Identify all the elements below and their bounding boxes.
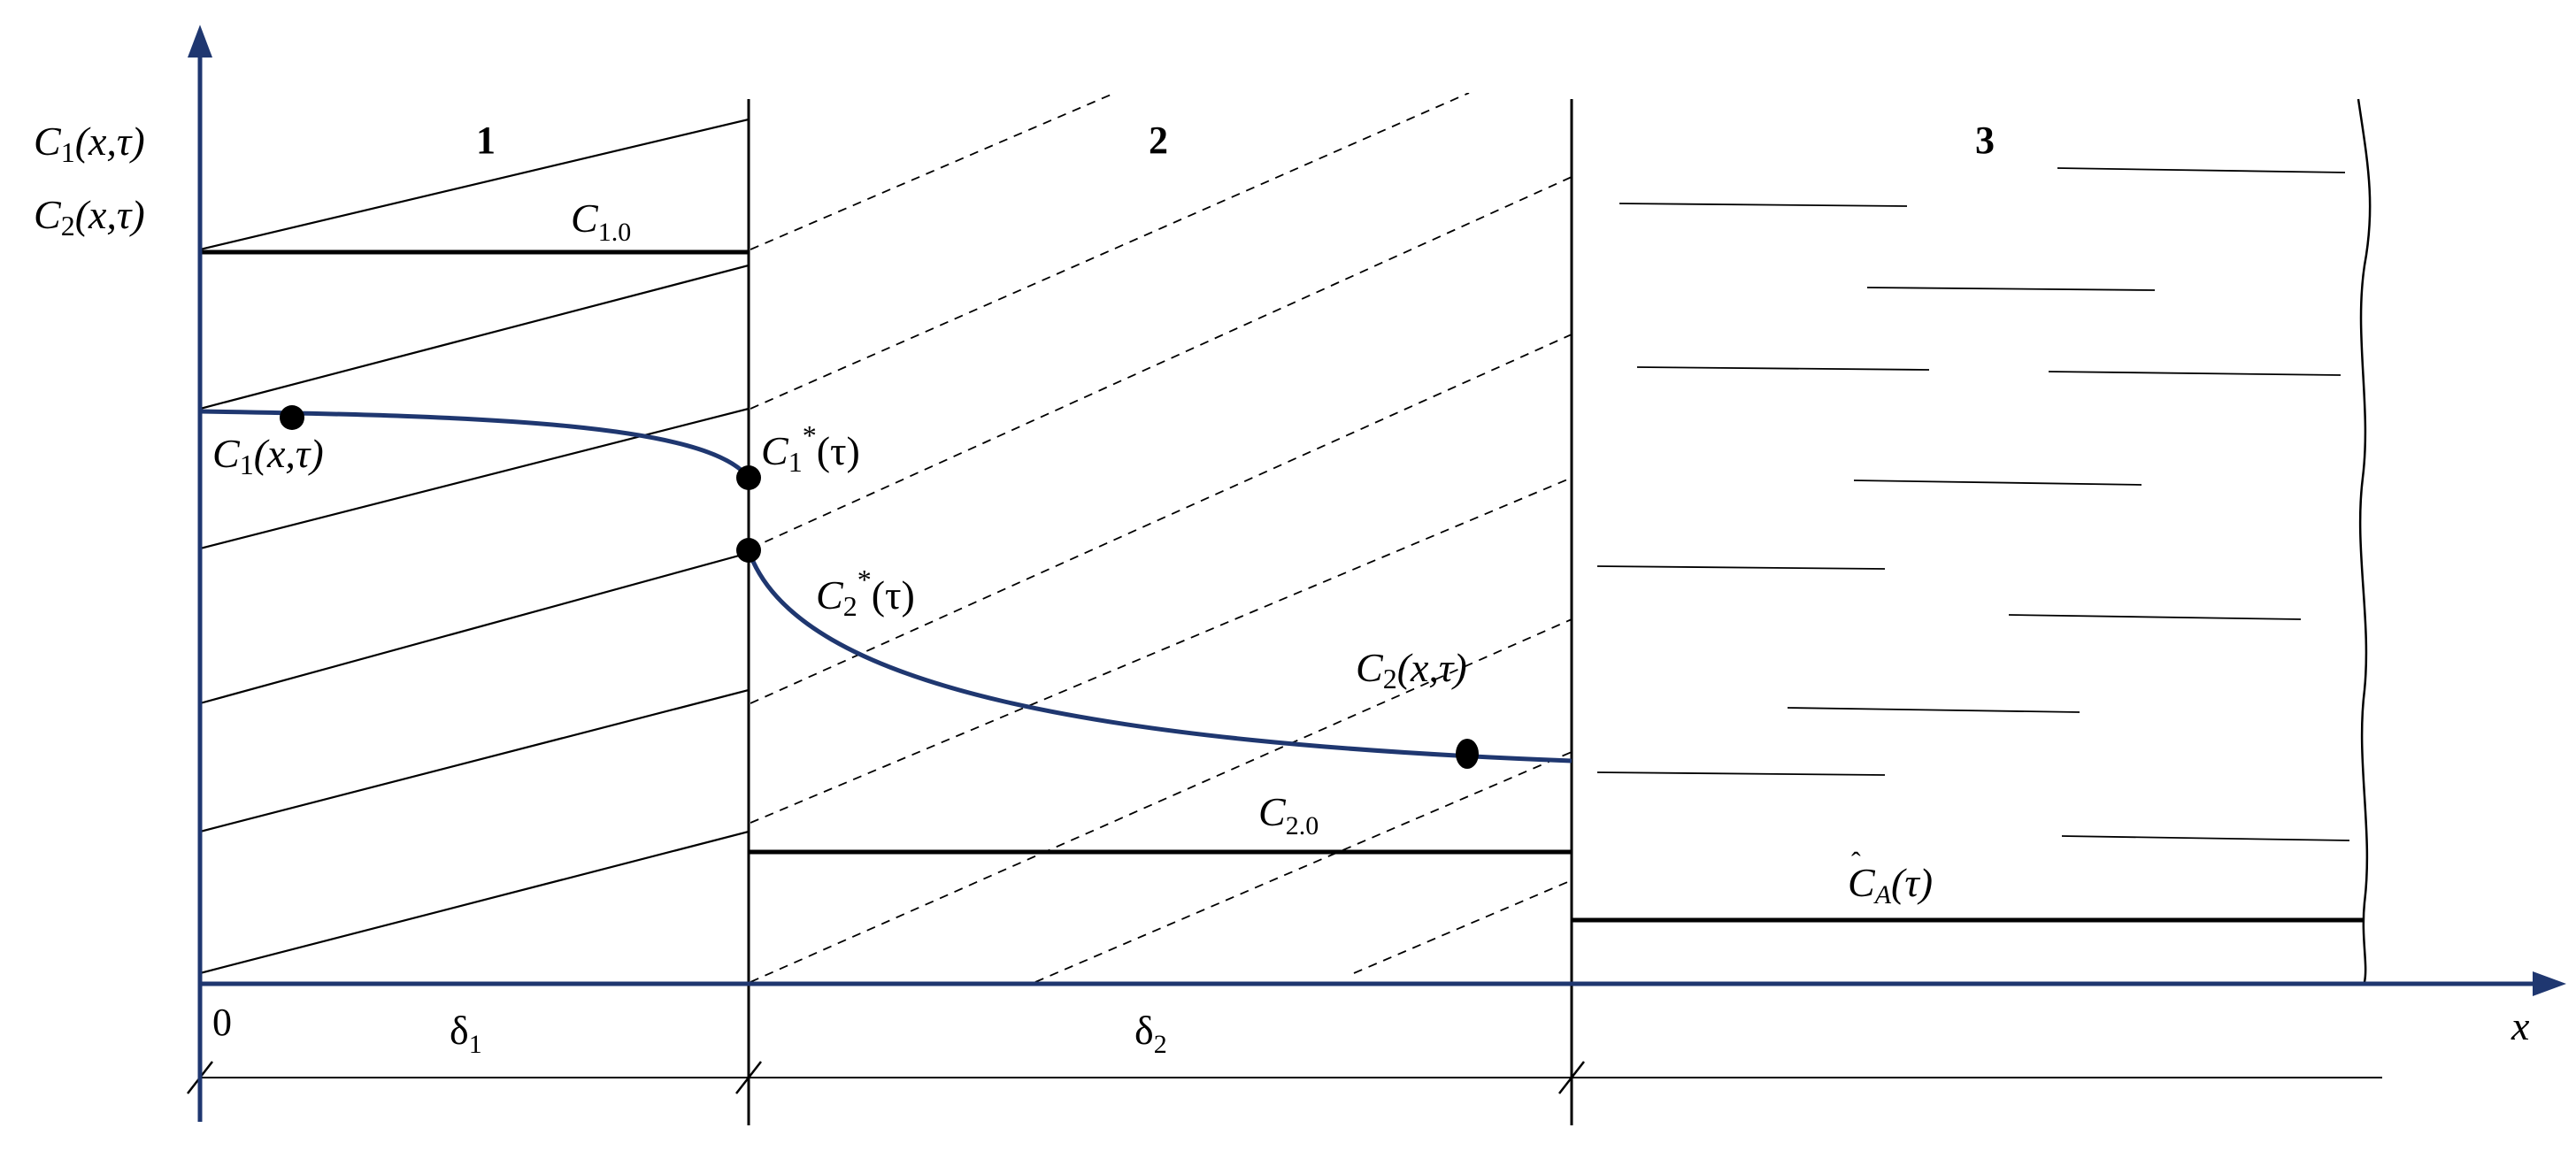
c1-curve-label: C1(x,τ): [212, 431, 324, 480]
c2-curve-label: C2(x,τ): [1356, 645, 1467, 694]
region-2-hatching: [750, 93, 1572, 982]
c1-star-point: [736, 465, 761, 490]
c2-point: [1456, 739, 1479, 769]
region-label-2: 2: [1149, 119, 1168, 162]
y-axis-arrow: [188, 25, 212, 58]
liquid-boundary: [2357, 98, 2372, 983]
ca-text: CA(τ): [1848, 860, 1933, 909]
region-1-hatching: [200, 118, 749, 975]
delta1-label: δ1: [450, 1008, 482, 1059]
y-label-c2: C2(x,τ): [34, 192, 145, 242]
c1-star-label: C1*(τ): [761, 419, 860, 478]
region-label-1: 1: [476, 119, 496, 162]
c2-curve: [746, 549, 1573, 763]
region-label-3: 3: [1975, 119, 1995, 162]
interface-lines: [747, 99, 1573, 1125]
ca-label: ˆ CA(τ): [1848, 846, 1933, 909]
c10-label: C1.0: [571, 196, 631, 247]
c20-label: C2.0: [1258, 789, 1319, 840]
y-label-c1: C1(x,τ): [34, 119, 145, 168]
region-3-liquid: [1596, 167, 2350, 841]
c1-point: [280, 405, 304, 430]
ca-hat: ˆ: [1851, 846, 1861, 878]
x-axis-label: x: [2511, 1003, 2530, 1048]
delta2-label: δ2: [1134, 1008, 1167, 1059]
x-axis-arrow: [2533, 971, 2566, 996]
axes: [197, 44, 2544, 1122]
c2-star-point: [736, 538, 761, 563]
c1-curve: [199, 409, 750, 480]
c2-star-label: C2*(τ): [816, 564, 915, 622]
origin-label: 0: [212, 1001, 232, 1044]
